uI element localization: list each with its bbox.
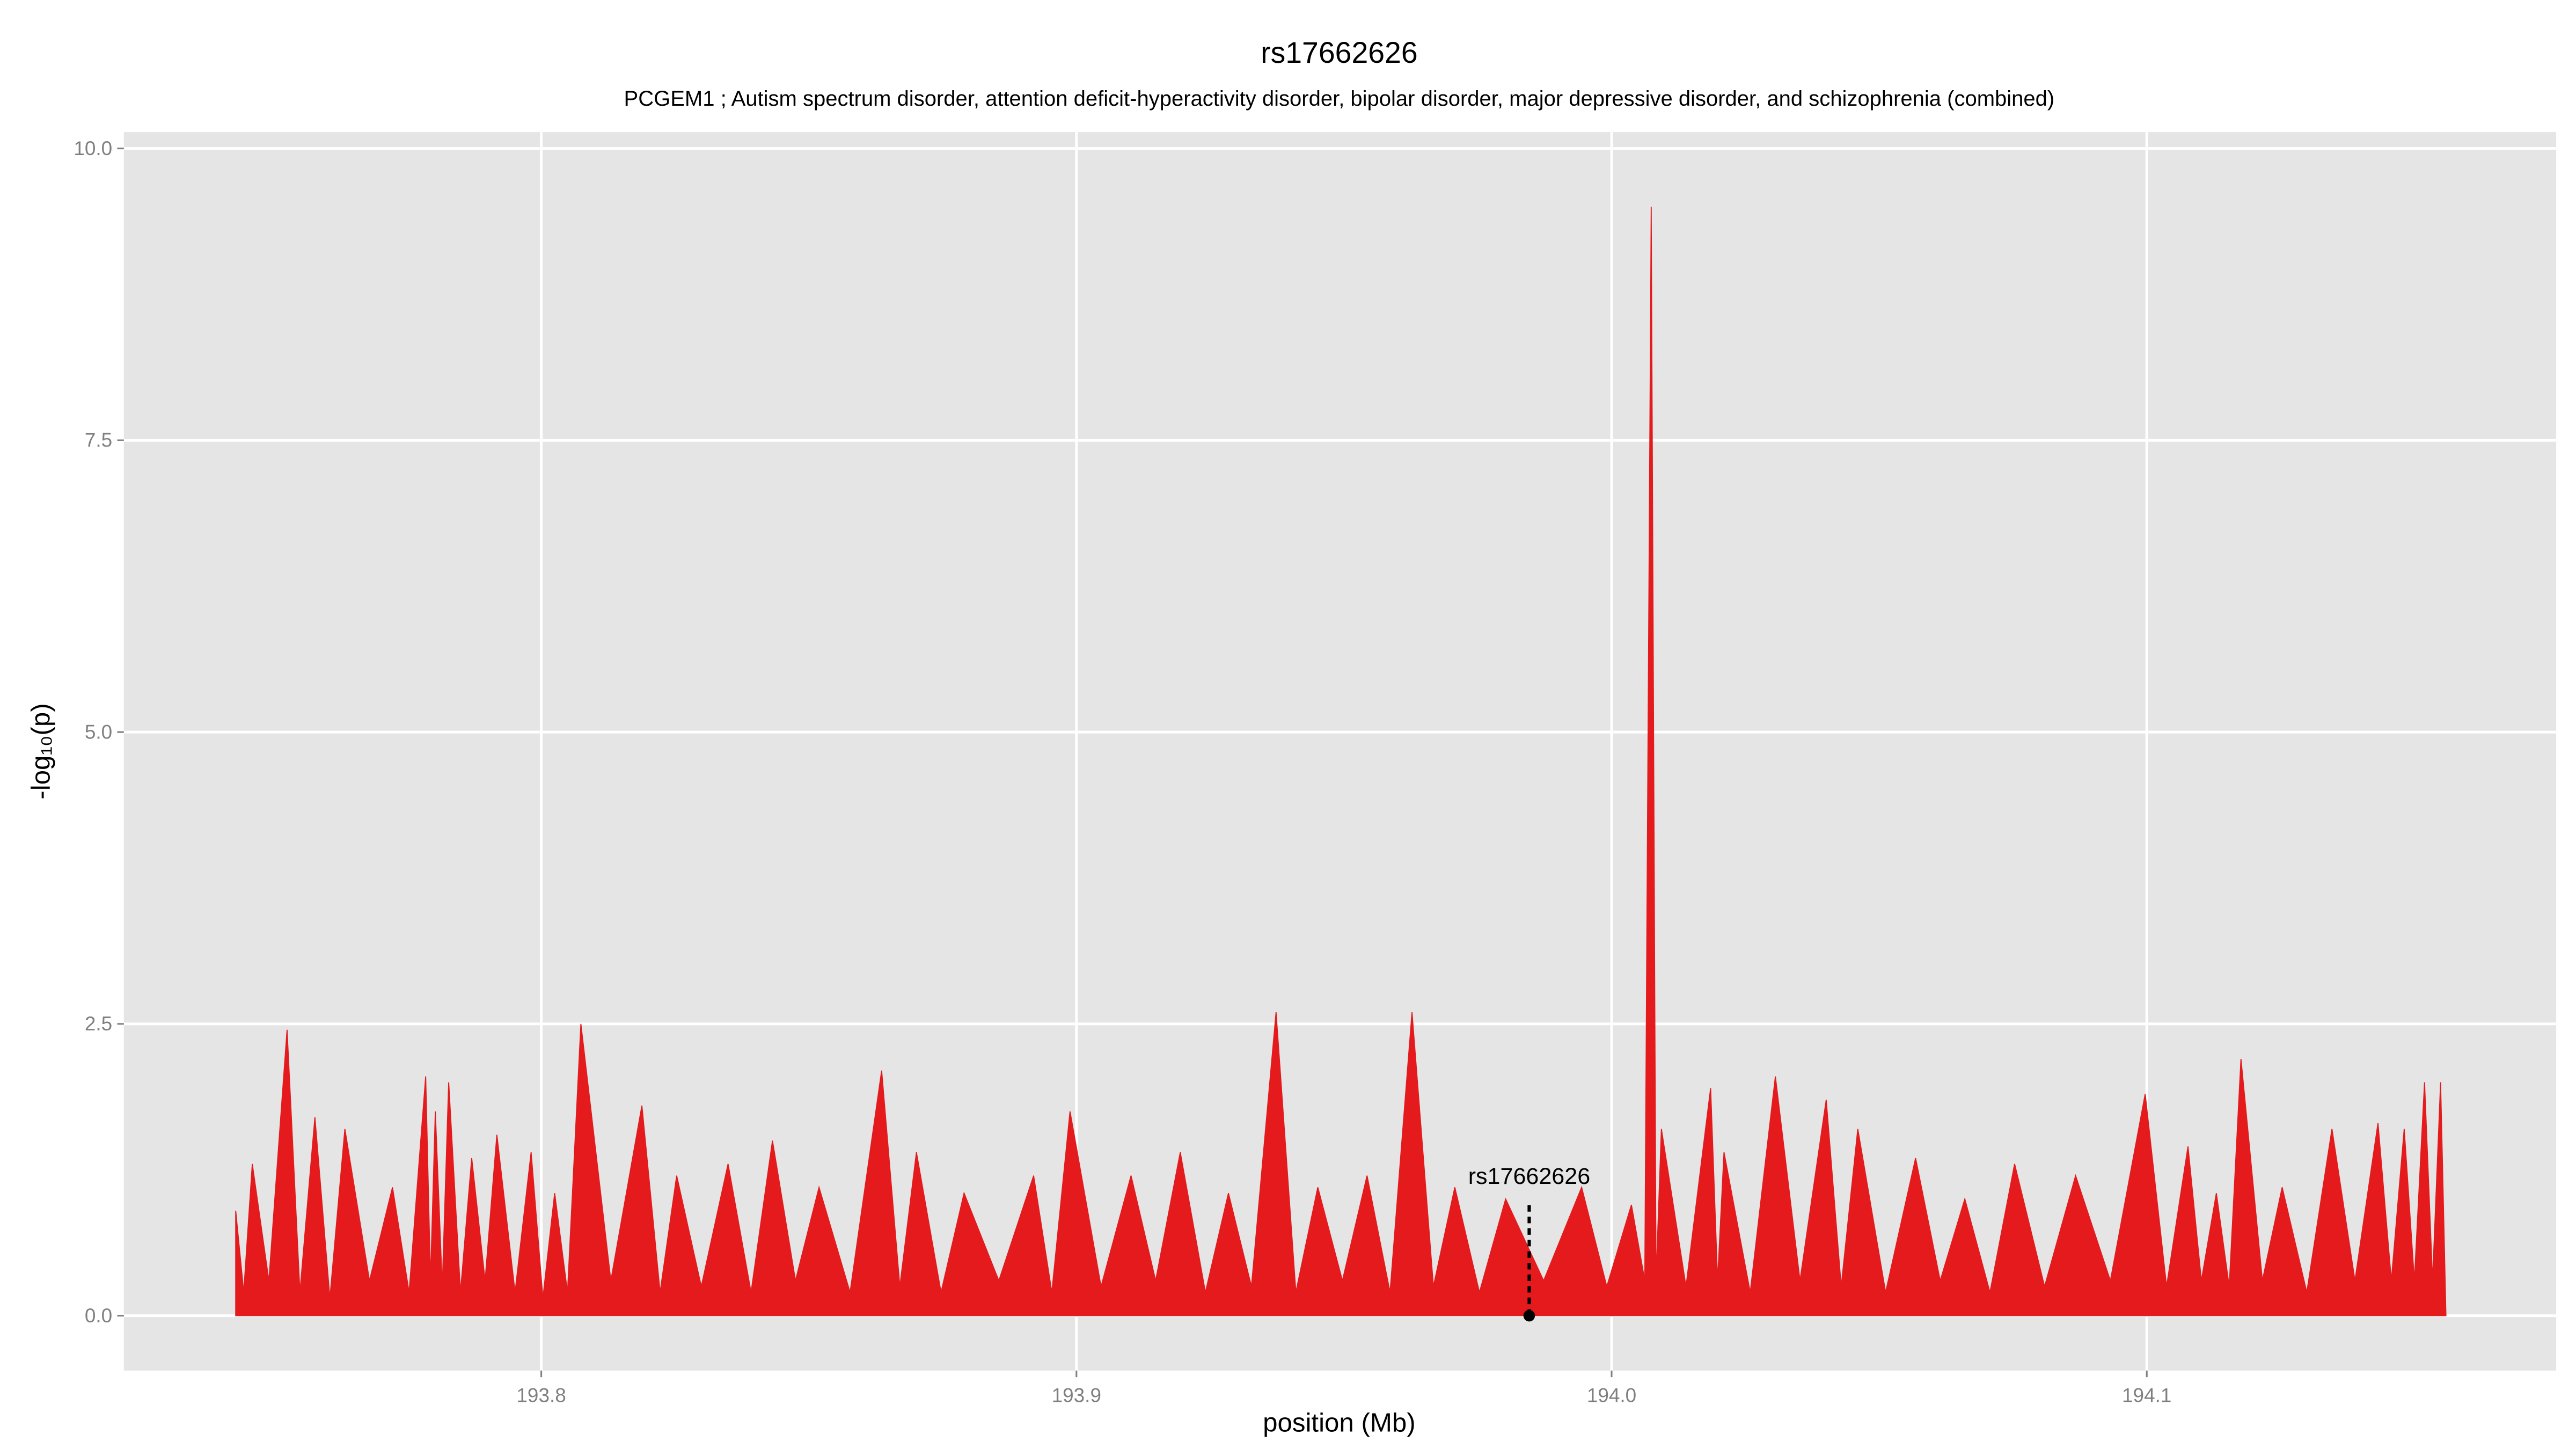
y-tick-label: 10.0 (74, 137, 112, 159)
annotation-point (1523, 1309, 1535, 1322)
x-tick-label: 193.8 (516, 1384, 566, 1406)
annotation-label: rs17662626 (1468, 1163, 1590, 1189)
y-tick-label: 7.5 (85, 429, 112, 451)
chart-subtitle: PCGEM1 ; Autism spectrum disorder, atten… (624, 87, 2055, 111)
x-tick-label: 194.1 (2122, 1384, 2171, 1406)
y-tick-label: 5.0 (85, 721, 112, 743)
y-axis-title: -log₁₀(p) (26, 703, 55, 799)
x-tick-label: 193.9 (1052, 1384, 1101, 1406)
y-tick-label: 2.5 (85, 1013, 112, 1035)
area (235, 207, 2447, 1316)
y-tick-label: 0.0 (85, 1305, 112, 1327)
x-tick-label: 194.0 (1587, 1384, 1636, 1406)
chart-title: rs17662626 (1261, 36, 1418, 69)
x-axis-title: position (Mb) (1263, 1408, 1415, 1438)
